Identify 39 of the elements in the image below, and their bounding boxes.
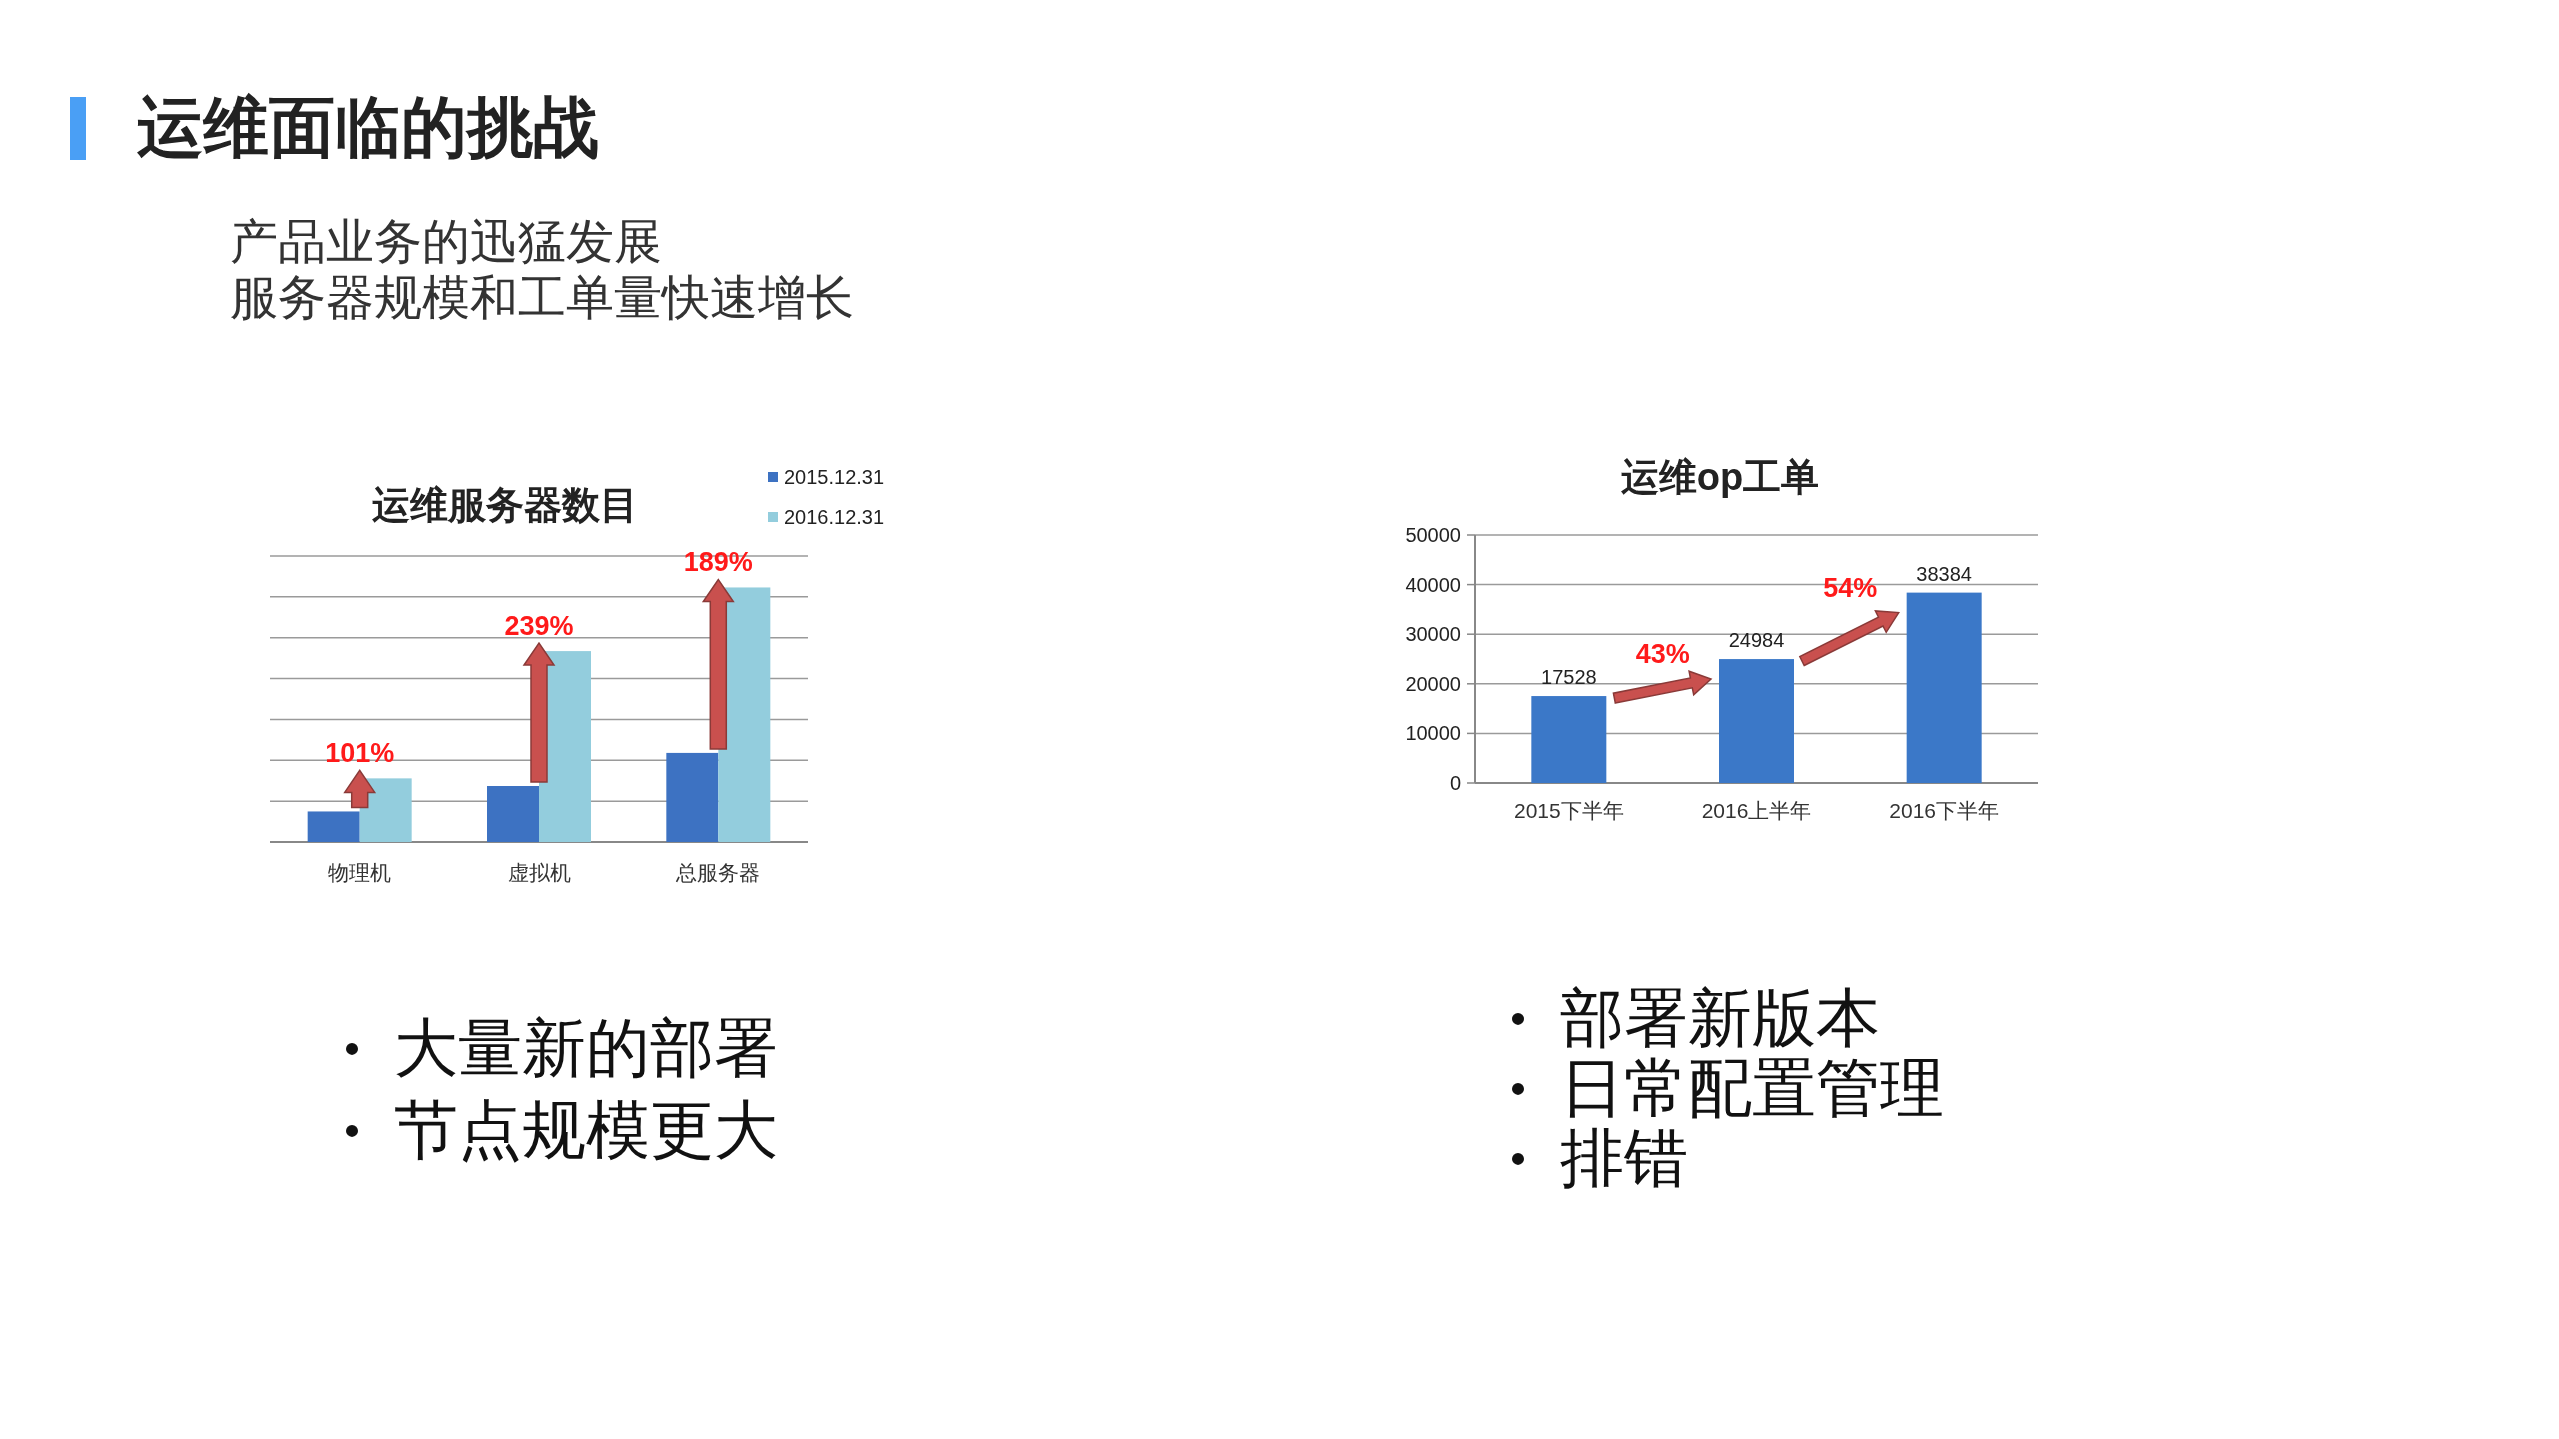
bar [359,778,412,842]
bar [666,752,719,842]
annotation: 101% [325,738,395,769]
bar [307,811,360,842]
annotation: 189% [683,547,753,578]
annotation: 54% [1823,572,1878,603]
bar [1906,592,1982,783]
bar [1719,659,1794,783]
annotation: 239% [504,611,574,642]
legend-label: 2016.12.31 [784,506,885,528]
text: 大量新的部署 [394,1012,778,1084]
x-tick-label: 2016下半年 [1889,799,2000,822]
x-tick-label: 物理机 [328,861,392,884]
x-tick-label: 2016上半年 [1701,799,1812,822]
text: 节点规模更大 [394,1094,778,1166]
data-label: 24984 [1728,629,1785,652]
text: 排错 [1560,1122,1688,1194]
legend-label: 2015.12.31 [784,466,885,488]
y-tick-label: 20000 [1405,672,1461,695]
text: 日常配置管理 [1560,1052,1944,1124]
annotation: 43% [1635,639,1690,670]
chart-title: 运维op工单 [1620,456,1820,498]
text: 部署新版本 [1560,982,1880,1054]
y-tick-label: 0 [1449,772,1461,794]
x-tick-label: 2015下半年 [1513,799,1624,822]
x-tick-label: 虚拟机 [507,861,571,884]
x-tick-label: 总服务器 [675,861,761,884]
text: 服务器规模和工单量快速增长 [230,271,854,324]
text: 运维面临的挑战 [137,90,599,164]
bar [1531,696,1607,783]
y-tick-label: 30000 [1405,623,1461,646]
bar [487,786,539,842]
chart-title: 运维服务器数目 [372,484,638,526]
y-tick-label: 10000 [1405,722,1461,745]
y-tick-label: 40000 [1405,573,1461,596]
data-label: 38384 [1916,562,1972,585]
data-label: 17528 [1541,666,1597,689]
text: 产品业务的迅猛发展 [230,215,662,268]
y-tick-label: 50000 [1405,524,1461,546]
